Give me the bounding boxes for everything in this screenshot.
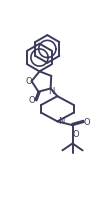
Text: O: O <box>28 96 35 105</box>
Text: N: N <box>48 87 55 96</box>
Text: O: O <box>25 76 32 85</box>
Text: O: O <box>84 117 90 126</box>
Text: O: O <box>73 129 80 138</box>
Text: N: N <box>58 117 65 126</box>
